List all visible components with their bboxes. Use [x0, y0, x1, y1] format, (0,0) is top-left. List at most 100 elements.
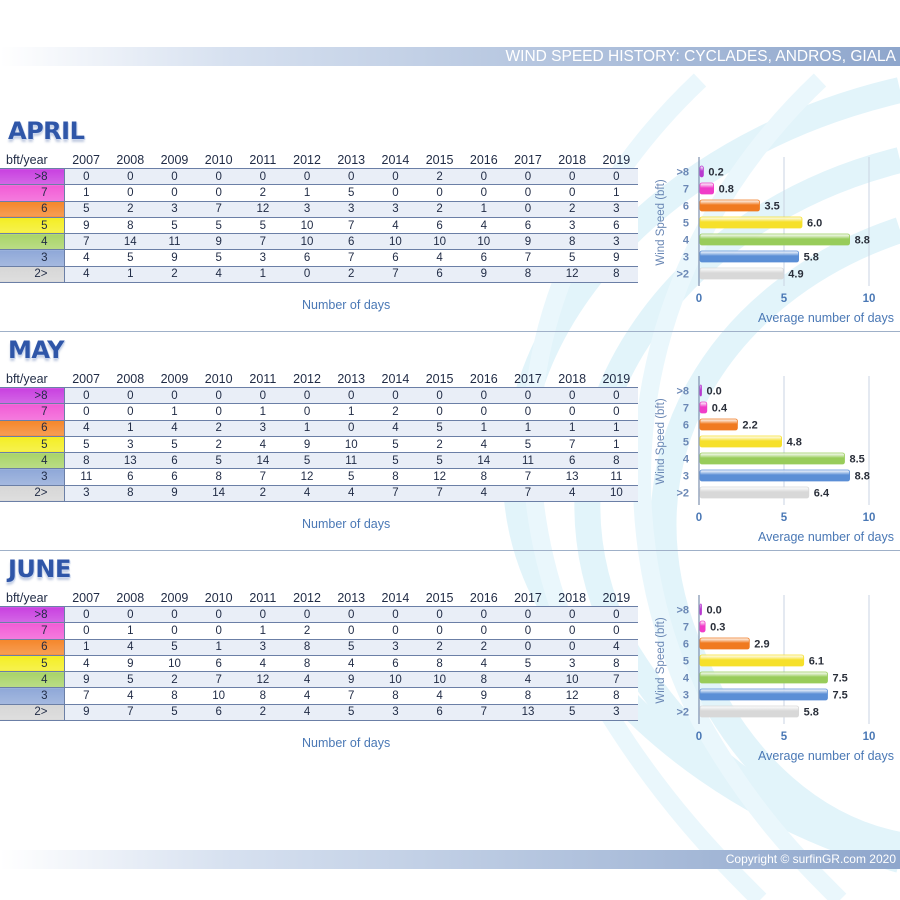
bft-label: 5	[0, 655, 65, 673]
table-cell: 3	[152, 201, 197, 218]
y-tick-label: 5	[683, 656, 689, 668]
table-cell: 0	[505, 622, 551, 640]
year-header: 2015	[417, 151, 462, 169]
table-cell: 8	[64, 452, 109, 470]
table-cell: 0	[152, 387, 197, 405]
bft-label: 3	[0, 468, 65, 486]
table-cell: 1	[461, 201, 506, 218]
table-cell: 6	[196, 655, 241, 673]
table-cell: 9	[152, 485, 197, 503]
table-cell: 1	[505, 420, 551, 437]
table-cell: 7	[594, 671, 639, 689]
x-axis-label: Average number of days	[758, 749, 894, 763]
table-cell: 0	[505, 201, 551, 218]
y-tick-label: 6	[683, 201, 689, 213]
table-cell: 4	[240, 436, 285, 454]
table-cell: 8	[108, 217, 153, 235]
y-tick-label: >8	[676, 167, 689, 179]
table-cell: 13	[505, 704, 551, 722]
y-tick-label: 6	[683, 420, 689, 432]
x-tick-label: 5	[781, 293, 788, 305]
year-header: 2017	[505, 589, 551, 607]
table-cell: 0	[108, 403, 153, 421]
bar	[699, 620, 706, 633]
table-cell: 3	[594, 704, 639, 722]
table-cell: 6	[152, 468, 197, 486]
table-cell: 1	[594, 184, 639, 202]
table-cell: 5	[329, 468, 374, 486]
x-tick-label: 10	[863, 731, 876, 743]
table-cell: 0	[505, 168, 551, 186]
table-cell: 7	[329, 249, 374, 267]
table-cell: 5	[240, 217, 285, 235]
bft-label: 6	[0, 201, 65, 218]
table-cell: 13	[550, 468, 595, 486]
table-cell: 0	[108, 184, 153, 202]
table-cell: 0	[550, 184, 595, 202]
table-cell: 4	[417, 249, 462, 267]
table-cell: 0	[461, 606, 506, 624]
table-cell: 0	[461, 387, 506, 405]
table-cell: 4	[284, 704, 330, 722]
bar	[699, 165, 704, 178]
table-cell: 0	[240, 387, 285, 405]
table-cell: 0	[373, 387, 418, 405]
table-cell: 7	[196, 671, 241, 689]
table-cell: 7	[417, 485, 462, 503]
table-cell: 2	[550, 201, 595, 218]
table-cell: 1	[284, 420, 330, 437]
year-header: 2009	[152, 370, 197, 388]
table-cell: 8	[196, 468, 241, 486]
table-cell: 8	[594, 655, 639, 673]
table-cell: 8	[550, 233, 595, 251]
table-cell: 3	[550, 217, 595, 235]
year-header: 2017	[505, 151, 551, 169]
table-cell: 4	[329, 655, 374, 673]
x-tick-label: 5	[781, 731, 788, 743]
data-label: 8.8	[855, 235, 870, 247]
bar	[699, 216, 803, 229]
bft-label: 4	[0, 671, 65, 689]
table-row: 6 5 2 3 7 12 3 3 3 2 1 0 2 3	[0, 201, 639, 218]
table-cell: 6	[108, 468, 153, 486]
table-cell: 0	[550, 387, 595, 405]
table-cell: 3	[373, 704, 418, 722]
table-cell: 8	[152, 687, 197, 705]
table-cell: 10	[284, 217, 330, 235]
table-cell: 5	[373, 436, 418, 454]
table-cell: 8	[373, 687, 418, 705]
bar	[699, 603, 702, 616]
table-cell: 0	[284, 168, 330, 186]
bft-label: 2>	[0, 485, 65, 503]
table-cell: 3	[240, 639, 285, 656]
table-cell: 0	[329, 606, 374, 624]
table-cell: 3	[284, 201, 330, 218]
table-cell: 0	[196, 184, 241, 202]
table-cell: 0	[284, 403, 330, 421]
table-cell: 7	[373, 266, 418, 284]
table-cell: 0	[417, 387, 462, 405]
table-cell: 5	[417, 452, 462, 470]
year-header: 2019	[594, 370, 639, 388]
table-row: 4 8 13 6 5 14 5 11 5 5 14 11 6 8	[0, 452, 639, 470]
corner-label: bft/year	[0, 370, 64, 388]
table-cell: 7	[329, 687, 374, 705]
table-cell: 2	[417, 168, 462, 186]
table-cell: 0	[284, 387, 330, 405]
table-cell: 1	[196, 639, 241, 656]
table-row: 2> 3 8 9 14 2 4 4 7 7 4 7 4 10	[0, 485, 639, 503]
table-cell: 1	[108, 420, 153, 437]
section-divider	[0, 331, 900, 332]
table-cell: 0	[461, 622, 506, 640]
bar	[699, 671, 828, 684]
table-cell: 10	[196, 687, 241, 705]
year-header: 2010	[196, 589, 241, 607]
table-cell: 1	[240, 403, 285, 421]
table-cell: 8	[284, 639, 330, 656]
table-cell: 5	[505, 436, 551, 454]
bar	[699, 267, 784, 280]
table-cell: 4	[240, 655, 285, 673]
table-cell: 7	[240, 468, 285, 486]
